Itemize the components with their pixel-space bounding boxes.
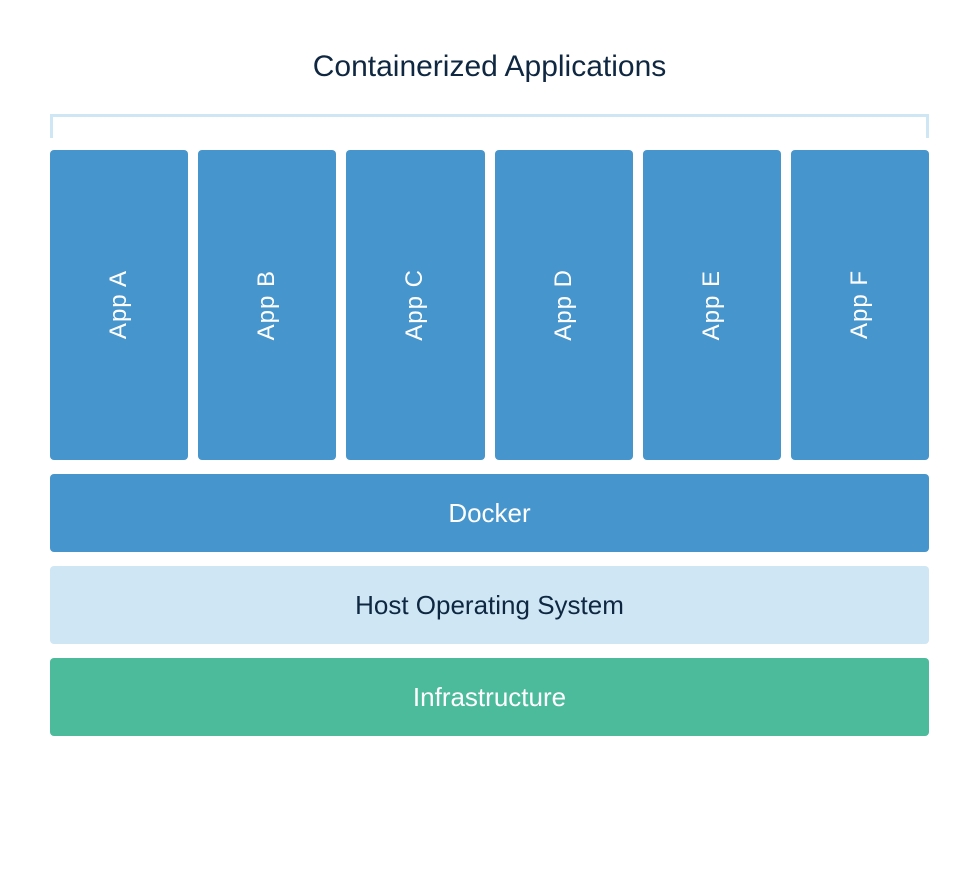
- app-label: App F: [846, 270, 874, 339]
- app-label: App E: [698, 270, 726, 340]
- app-label: App D: [550, 269, 578, 341]
- app-label: App C: [401, 269, 429, 341]
- infrastructure-layer: Infrastructure: [50, 658, 929, 736]
- layer-label: Docker: [448, 498, 530, 529]
- host-os-layer: Host Operating System: [50, 566, 929, 644]
- app-box: App B: [198, 150, 336, 460]
- layer-label: Host Operating System: [355, 590, 624, 621]
- app-label: App B: [253, 270, 281, 340]
- apps-row: App A App B App C App D App E App F: [50, 150, 929, 460]
- docker-layer: Docker: [50, 474, 929, 552]
- app-box: App A: [50, 150, 188, 460]
- app-label: App A: [105, 270, 133, 339]
- app-box: App D: [495, 150, 633, 460]
- grouping-bracket: [50, 114, 929, 138]
- app-box: App C: [346, 150, 484, 460]
- diagram-title: Containerized Applications: [313, 50, 667, 84]
- app-box: App E: [643, 150, 781, 460]
- diagram-container: Containerized Applications App A App B A…: [50, 50, 929, 750]
- layer-label: Infrastructure: [413, 682, 566, 713]
- app-box: App F: [791, 150, 929, 460]
